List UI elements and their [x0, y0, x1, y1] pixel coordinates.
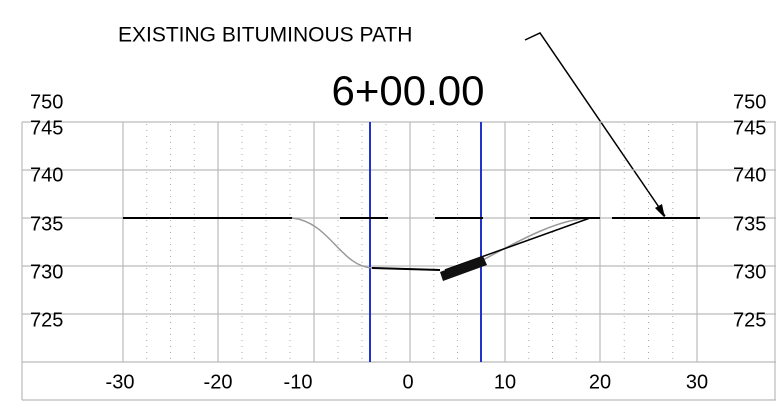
elevation-label: 725 [733, 309, 766, 331]
elevation-label: 750 [30, 91, 63, 113]
offset-label: -30 [106, 371, 135, 393]
callout-text: EXISTING BITUMINOUS PATH [118, 24, 412, 47]
callout-arrow [655, 204, 665, 218]
elevation-label: 750 [733, 91, 766, 113]
offset-label: 0 [402, 371, 413, 393]
offset-label: -10 [284, 371, 313, 393]
elevation-label: 730 [30, 261, 63, 283]
elevation-label: 740 [733, 164, 766, 186]
pipe [440, 256, 487, 281]
grid [21, 121, 776, 401]
offset-label: -20 [204, 371, 233, 393]
elevation-label: 725 [30, 309, 63, 331]
existing-ground [123, 217, 700, 271]
elevation-label: 740 [30, 164, 63, 186]
elevation-label: 735 [30, 213, 63, 235]
elevation-label: 735 [733, 213, 766, 235]
station-title: 6+00.00 [332, 67, 485, 114]
elevation-label: 745 [30, 117, 63, 139]
offset-label: 20 [589, 371, 611, 393]
offset-label: 10 [494, 371, 516, 393]
proposed-grade [291, 217, 593, 271]
offset-label: 30 [686, 371, 708, 393]
elevation-label: 745 [733, 117, 766, 139]
callout-leader [524, 32, 666, 217]
elevation-label: 730 [733, 261, 766, 283]
